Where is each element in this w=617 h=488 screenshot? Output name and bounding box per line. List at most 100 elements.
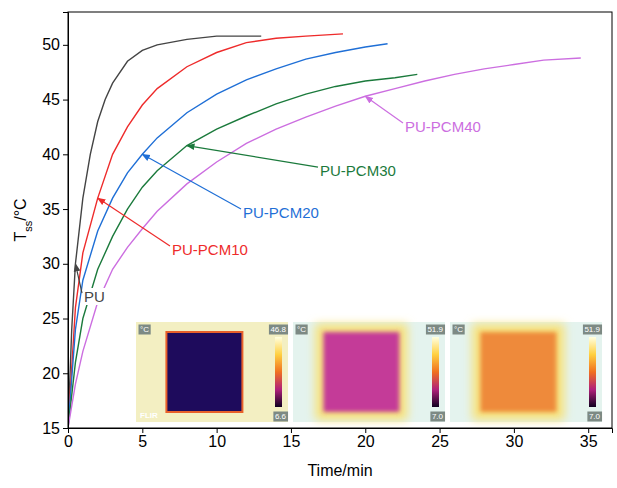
- x-tick-label: 35: [580, 433, 598, 450]
- series-label-patch: [83, 288, 106, 305]
- y-axis-title: Tss/°C: [12, 198, 34, 241]
- y-tick: 45: [42, 91, 68, 108]
- x-tick-mark: [440, 428, 441, 433]
- thermal-image: 46.86.6°CFLIR: [136, 322, 288, 422]
- unit-label-patch: [296, 325, 308, 335]
- color-bar-max: 46.8: [270, 325, 286, 334]
- chart: 46.86.6°CFLIR51.97.0°C51.97.0°C051015202…: [0, 0, 617, 488]
- insets: 46.86.6°CFLIR51.97.0°C51.97.0°C: [136, 322, 602, 422]
- unit-label: °C: [140, 325, 149, 334]
- image-background: [450, 322, 602, 422]
- color-bar-min-patch: [587, 412, 602, 422]
- sample-square: [323, 332, 399, 412]
- plot-frame: [68, 12, 612, 428]
- color-bar-min-patch: [273, 412, 288, 422]
- color-bar-min: 6.6: [275, 412, 287, 421]
- y-tick-label: 25: [42, 310, 60, 327]
- y-tick-mark: [63, 373, 68, 374]
- x-tick: 30: [506, 428, 524, 450]
- x-tick: 0: [64, 428, 73, 450]
- x-tick: 20: [357, 428, 375, 450]
- color-bar-max: 51.9: [584, 325, 600, 334]
- image-halo: [315, 324, 407, 420]
- y-tick-mark: [63, 264, 68, 265]
- series-line: [68, 44, 388, 428]
- y-tick-mark: [63, 154, 68, 155]
- series-labels: PUPU-PCM10PU-PCM20PU-PCM30PU-PCM40: [75, 96, 481, 305]
- series-label: PU-PCM20: [243, 204, 319, 221]
- y-tick-label: 15: [42, 420, 60, 437]
- label-arrow: [142, 154, 241, 209]
- unit-label: °C: [454, 325, 463, 334]
- x-tick-mark: [217, 428, 218, 433]
- color-bar-min: 7.0: [432, 412, 444, 421]
- x-tick-label: 0: [64, 433, 73, 450]
- color-bar-min-patch: [430, 412, 445, 422]
- x-axis-line: [69, 429, 613, 434]
- x-axis-title: Time/min: [307, 462, 372, 479]
- y-tick-label: 45: [42, 91, 60, 108]
- y-tick-label: 30: [42, 255, 60, 272]
- image-background: [293, 322, 445, 422]
- y-tick: 50: [42, 36, 68, 53]
- sample-square: [166, 332, 242, 412]
- x-tick-mark: [365, 428, 366, 433]
- x-tick: 25: [431, 428, 449, 450]
- color-bar-max: 51.9: [427, 325, 443, 334]
- y-tick-mark: [63, 428, 68, 429]
- x-tick: 35: [580, 428, 598, 450]
- image-background: [136, 322, 288, 422]
- y-tick-mark: [63, 45, 68, 46]
- color-bar-max-patch: [583, 325, 602, 335]
- x-tick-mark: [291, 428, 292, 433]
- y-tick: 25: [42, 310, 68, 327]
- series-label: PU: [84, 288, 105, 305]
- x-tick-mark: [588, 428, 589, 433]
- y-tick-mark: [63, 209, 68, 210]
- thermal-image: 51.9 7.0 °C: [293, 322, 445, 422]
- plot-area: [68, 34, 581, 428]
- unit-label-patch: [139, 325, 151, 335]
- x-axis: 0 5 10 15 20 25 30 35: [64, 428, 612, 450]
- x-tick-mark: [142, 428, 143, 433]
- label-arrow: [75, 264, 82, 293]
- y-tick-label: 40: [42, 146, 60, 163]
- series-line: [68, 74, 417, 428]
- label-arrow: [365, 96, 403, 123]
- color-bar: [275, 337, 282, 407]
- y-tick-label: 35: [42, 201, 60, 218]
- x-tick-label: 30: [506, 433, 524, 450]
- y-axis-line: [63, 13, 69, 429]
- color-bar-min: 7.0: [589, 412, 601, 421]
- y-axis-title-part: ss: [22, 220, 34, 232]
- color-bar-max-patch: [426, 325, 445, 335]
- x-tick-label: 15: [283, 433, 301, 450]
- y-axis-title-part: /°C: [12, 198, 29, 220]
- x-tick-mark: [514, 428, 515, 433]
- label-arrow: [187, 146, 318, 168]
- series-label-patch: [319, 162, 397, 179]
- x-tick-label: 10: [208, 433, 226, 450]
- series-label: PU-PCM10: [172, 241, 248, 258]
- x-tick: 10: [208, 428, 226, 450]
- unit-label: °C: [297, 325, 306, 334]
- y-tick-mark: [63, 319, 68, 320]
- color-bar: [432, 337, 439, 407]
- x-tick-label: 5: [138, 433, 147, 450]
- y-tick: 40: [42, 146, 68, 163]
- y-axis: 15 20 25 30 35 40 45 50: [42, 13, 68, 437]
- series-line: [68, 58, 581, 428]
- series-label-patch: [171, 241, 249, 258]
- y-tick-label: 50: [42, 36, 60, 53]
- series-label-patch: [404, 118, 482, 135]
- y-tick: 20: [42, 365, 68, 382]
- sample-square: [480, 332, 556, 412]
- series-label: PU-PCM40: [405, 118, 481, 135]
- label-arrow: [98, 198, 170, 246]
- series-label-patch: [242, 204, 320, 221]
- x-tick: 5: [138, 428, 147, 450]
- y-tick: 15: [42, 420, 68, 437]
- x-tick: 15: [283, 428, 301, 450]
- image-halo: [472, 324, 564, 420]
- color-bar-max-patch: [269, 325, 288, 335]
